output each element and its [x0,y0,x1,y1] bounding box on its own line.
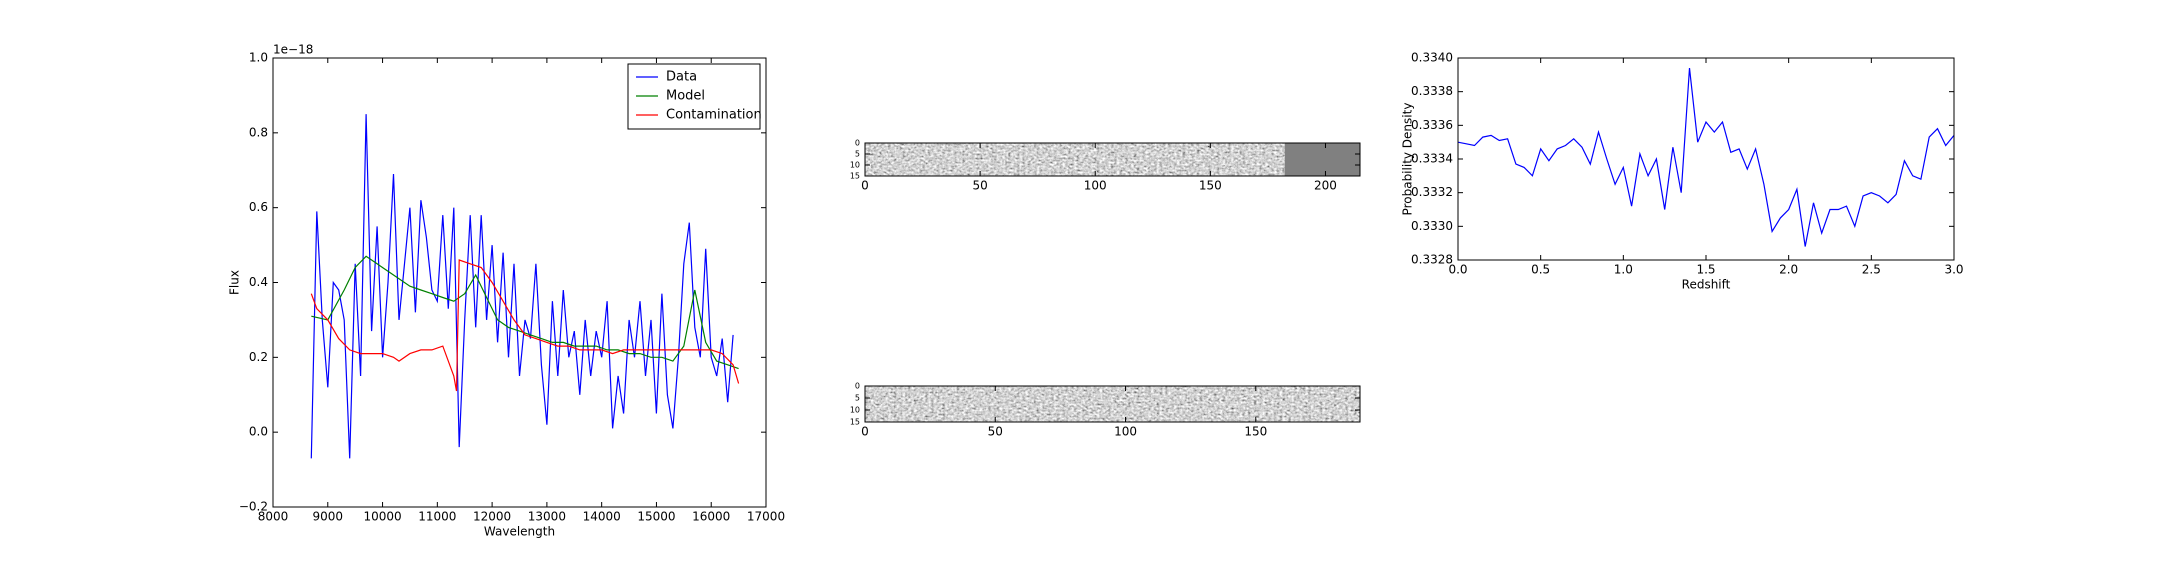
x-tick-label: 11000 [418,510,456,524]
y-tick-label: 0.6 [249,200,268,214]
offset-text: 1e−18 [273,43,313,57]
x-tick-label: 0.5 [1531,263,1550,277]
x-tick-label: 8000 [258,510,289,524]
x-axis-label: Wavelength [484,525,555,539]
x-tick-label: 100 [1084,179,1107,193]
x-tick-label: 0 [861,425,869,439]
axes-frame [864,142,1361,177]
x-tick-label: 0 [861,179,869,193]
axes-frame [864,385,1361,423]
x-tick-label: 150 [1244,425,1267,439]
axes-frame [1457,57,1955,261]
y-tick-label: 0.3338 [1411,84,1453,98]
x-tick-label: 50 [988,425,1003,439]
y-tick-label: 0.3332 [1411,185,1453,199]
y-tick-label: 0.3340 [1411,51,1453,65]
y-tick-label: −0.2 [239,500,268,514]
x-tick-label: 9000 [313,510,344,524]
x-tick-label: 15000 [637,510,675,524]
x-tick-label: 1.5 [1696,263,1715,277]
y-tick-label: 0 [855,382,860,391]
x-tick-label: 0.0 [1448,263,1467,277]
y-axis-label: Probability Density [1401,103,1415,216]
x-tick-label: 200 [1314,179,1337,193]
y-tick-label: 15 [850,172,860,181]
y-tick-label: 0.2 [249,350,268,364]
y-tick-label: 0.3328 [1411,253,1453,267]
y-tick-label: 1.0 [249,51,268,65]
x-axis-label: Redshift [1682,278,1731,292]
data-line [1457,68,1955,247]
data-line [310,114,734,459]
x-tick-label: 12000 [473,510,511,524]
x-tick-label: 14000 [583,510,621,524]
y-tick-label: 5 [855,394,860,403]
y-tick-label: 10 [850,406,860,415]
x-tick-label: 100 [1114,425,1137,439]
image-noise [865,386,1360,422]
x-tick-label: 150 [1199,179,1222,193]
y-tick-label: 0 [855,139,860,148]
data-line [311,255,739,370]
image-noise [865,143,1360,176]
legend-label: Contamination [666,108,762,123]
y-tick-label: 10 [850,161,860,170]
y-tick-label: 0.4 [249,275,268,289]
axes-frame [272,57,767,508]
legend-label: Data [666,70,697,85]
x-tick-label: 16000 [692,510,730,524]
x-tick-label: 17000 [747,510,785,524]
y-tick-labels: 0 5 10 15 [850,382,860,427]
y-tick-label: 0.8 [249,125,268,139]
x-tick-label: 10000 [363,510,401,524]
x-tick-label: 2.5 [1862,263,1881,277]
legend-label: Model [666,89,705,104]
x-tick-label: 3.0 [1944,263,1963,277]
y-tick-label: 0.3336 [1411,118,1453,132]
image-padding [1284,143,1360,176]
x-tick-label: 50 [972,179,987,193]
y-tick-label: 15 [850,418,860,427]
y-tick-labels: 0 5 10 15 [850,139,860,181]
y-tick-label: 0.3334 [1411,152,1453,166]
x-tick-label: 13000 [528,510,566,524]
x-tick-label: 2.0 [1779,263,1798,277]
data-line [310,259,740,392]
y-axis-label: Flux [228,270,242,295]
y-tick-label: 5 [855,150,860,159]
x-tick-label: 1.0 [1614,263,1633,277]
y-tick-label: 0.3330 [1411,219,1453,233]
y-tick-label: 0.0 [249,425,268,439]
